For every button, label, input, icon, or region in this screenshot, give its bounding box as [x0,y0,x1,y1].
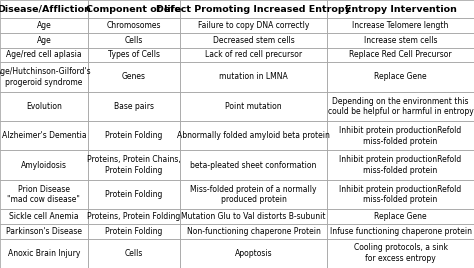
Bar [88,121,180,150]
Text: mutation in LMNA: mutation in LMNA [219,73,288,81]
Text: Chromosomes: Chromosomes [107,21,161,30]
Bar [0,239,88,268]
Bar [88,92,180,121]
Bar [180,92,327,121]
Bar [0,180,88,209]
Bar [180,209,327,224]
Bar [180,224,327,239]
Bar [180,48,327,62]
Text: Amyloidosis: Amyloidosis [21,161,67,170]
Bar [0,62,88,92]
Bar [180,121,327,150]
Bar [180,0,327,18]
Bar [88,224,180,239]
Bar [0,92,88,121]
Bar [88,0,180,18]
Bar [88,209,180,224]
Text: Abnormally folded amyloid beta protein: Abnormally folded amyloid beta protein [177,131,330,140]
Bar [327,150,474,180]
Bar [327,48,474,62]
Text: Decreased stem cells: Decreased stem cells [213,36,294,45]
Text: Protein Folding: Protein Folding [105,190,163,199]
Text: Disease/Affliction: Disease/Affliction [0,5,91,14]
Bar [327,121,474,150]
Bar [0,224,88,239]
Bar [0,48,88,62]
Text: Anoxic Brain Injury: Anoxic Brain Injury [8,249,80,258]
Bar [327,62,474,92]
Bar [88,180,180,209]
Bar [0,0,88,18]
Text: Replace Gene: Replace Gene [374,73,427,81]
Text: Increase stem cells: Increase stem cells [364,36,438,45]
Text: Failure to copy DNA correctly: Failure to copy DNA correctly [198,21,309,30]
Text: Proteins, Protein Folding: Proteins, Protein Folding [87,212,181,221]
Bar [88,18,180,33]
Bar [88,48,180,62]
Text: Point mutation: Point mutation [225,102,282,111]
Text: Inhibit protein productionRefold
miss-folded protein: Inhibit protein productionRefold miss-fo… [339,155,462,175]
Bar [180,33,327,48]
Text: Entropy Intervention: Entropy Intervention [345,5,456,14]
Text: Base pairs: Base pairs [114,102,154,111]
Bar [0,18,88,33]
Bar [88,239,180,268]
Text: Age: Age [36,36,51,45]
Text: Mutation Glu to Val distorts B-subunit: Mutation Glu to Val distorts B-subunit [182,212,326,221]
Bar [0,209,88,224]
Text: Alzheimer's Dementia: Alzheimer's Dementia [1,131,86,140]
Text: Miss-folded protein of a normally
produced protein: Miss-folded protein of a normally produc… [191,185,317,204]
Bar [327,239,474,268]
Bar [327,92,474,121]
Text: Inhibit protein productionRefold
miss-folded protein: Inhibit protein productionRefold miss-fo… [339,185,462,204]
Bar [88,33,180,48]
Text: Non-functioning chaperone Protein: Non-functioning chaperone Protein [187,227,320,236]
Text: Infuse functioning chaperone protein: Infuse functioning chaperone protein [329,227,472,236]
Text: Age/Hutchinson-Gilford's
progeroid syndrome: Age/Hutchinson-Gilford's progeroid syndr… [0,67,91,87]
Bar [180,18,327,33]
Text: Protein Folding: Protein Folding [105,131,163,140]
Text: Replace Red Cell Precursor: Replace Red Cell Precursor [349,50,452,59]
Text: Prion Disease
"mad cow disease": Prion Disease "mad cow disease" [8,185,80,204]
Text: Sickle cell Anemia: Sickle cell Anemia [9,212,79,221]
Bar [327,18,474,33]
Bar [0,33,88,48]
Text: Cooling protocols, a sink
for excess entropy: Cooling protocols, a sink for excess ent… [354,243,447,263]
Bar [327,224,474,239]
Text: Age/red cell aplasia: Age/red cell aplasia [6,50,82,59]
Bar [88,150,180,180]
Text: Cells: Cells [125,36,143,45]
Bar [180,150,327,180]
Text: Genes: Genes [122,73,146,81]
Bar [0,121,88,150]
Text: Inhibit protein productionRefold
miss-folded protein: Inhibit protein productionRefold miss-fo… [339,126,462,146]
Text: Replace Gene: Replace Gene [374,212,427,221]
Bar [180,62,327,92]
Bar [180,239,327,268]
Text: Apoptosis: Apoptosis [235,249,273,258]
Bar [327,33,474,48]
Text: Defect Promoting Increased Entropy: Defect Promoting Increased Entropy [156,5,351,14]
Bar [88,62,180,92]
Bar [180,180,327,209]
Bar [327,180,474,209]
Bar [327,0,474,18]
Text: Parkinson's Disease: Parkinson's Disease [6,227,82,236]
Text: Depending on the environment this
could be helpful or harmful in entropy: Depending on the environment this could … [328,96,474,116]
Bar [0,150,88,180]
Text: beta-pleated sheet conformation: beta-pleated sheet conformation [191,161,317,170]
Text: Age: Age [36,21,51,30]
Text: Component of life: Component of life [86,5,182,14]
Text: Lack of red cell precursor: Lack of red cell precursor [205,50,302,59]
Text: Types of Cells: Types of Cells [108,50,160,59]
Text: Cells: Cells [125,249,143,258]
Text: Increase Telomere length: Increase Telomere length [352,21,449,30]
Text: Proteins, Protein Chains,
Protein Folding: Proteins, Protein Chains, Protein Foldin… [87,155,181,175]
Text: Evolution: Evolution [26,102,62,111]
Bar [327,209,474,224]
Text: Protein Folding: Protein Folding [105,227,163,236]
